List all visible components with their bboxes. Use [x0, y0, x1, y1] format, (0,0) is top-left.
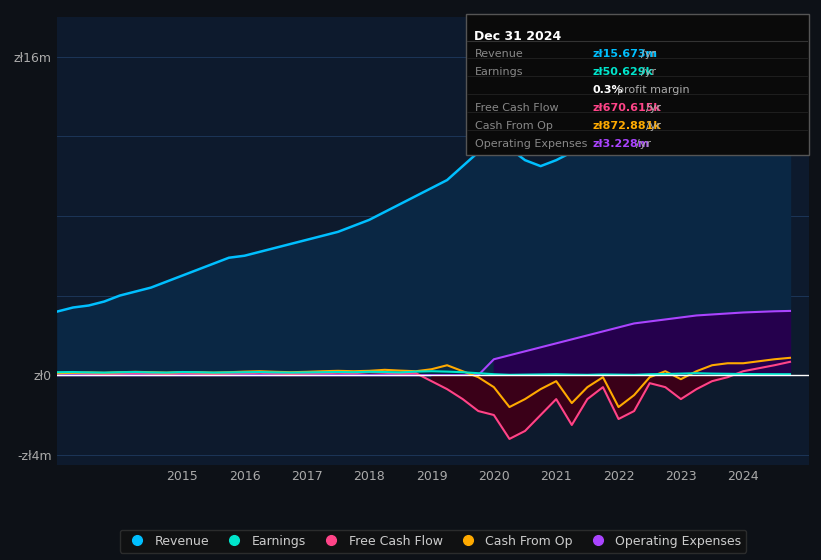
Text: zł670.615k: zł670.615k — [593, 103, 662, 113]
Legend: Revenue, Earnings, Free Cash Flow, Cash From Op, Operating Expenses: Revenue, Earnings, Free Cash Flow, Cash … — [120, 530, 746, 553]
Text: zł15.673m: zł15.673m — [593, 49, 658, 59]
Text: /yr: /yr — [646, 103, 661, 113]
Text: Earnings: Earnings — [475, 67, 524, 77]
Text: Operating Expenses: Operating Expenses — [475, 139, 588, 150]
Text: Dec 31 2024: Dec 31 2024 — [474, 30, 561, 43]
Text: /yr: /yr — [641, 49, 656, 59]
Text: Free Cash Flow: Free Cash Flow — [475, 103, 559, 113]
Text: 0.3%: 0.3% — [593, 85, 623, 95]
Text: Cash From Op: Cash From Op — [475, 122, 553, 132]
Text: profit margin: profit margin — [617, 85, 689, 95]
Text: Revenue: Revenue — [475, 49, 524, 59]
Text: zł3.228m: zł3.228m — [593, 139, 650, 150]
Text: /yr: /yr — [646, 122, 661, 132]
Text: /yr: /yr — [636, 139, 651, 150]
Text: zł872.881k: zł872.881k — [593, 122, 662, 132]
Text: zł50.629k: zł50.629k — [593, 67, 654, 77]
Text: /yr: /yr — [641, 67, 656, 77]
